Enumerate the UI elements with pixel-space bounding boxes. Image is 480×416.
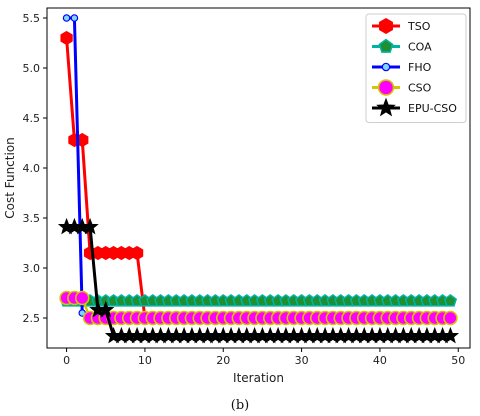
data-point-cso [443, 310, 458, 326]
legend-entry-coa: COA [372, 38, 432, 54]
legend-label-epu-cso: EPU-CSO [408, 102, 457, 115]
data-point-epu-cso [81, 217, 99, 235]
cost-function-chart: 0 10 20 30 40 50 2.5 3.0 3.5 4.0 4.5 5.0 5.5 Iteratio… [3, 7, 471, 385]
y-tick-label: 4.0 [23, 162, 41, 175]
data-point-cso [74, 290, 90, 306]
legend-entry-fho: FHO [372, 61, 432, 74]
series-epu-cso [57, 217, 460, 344]
x-tick-label: 40 [373, 354, 387, 367]
legend-box [365, 13, 467, 123]
y-tick-label: 5.0 [23, 62, 41, 75]
data-point-tso [130, 245, 144, 261]
legend-entry-tso: TSO [372, 17, 431, 35]
series-coa [59, 294, 458, 307]
data-point-epu-cso [441, 326, 460, 344]
x-tick-label: 0 [63, 354, 70, 367]
x-tick-label: 30 [295, 354, 309, 367]
legend-entry-cso: CSO [372, 79, 432, 96]
y-tick-label: 3.0 [23, 262, 41, 275]
axes: 0 10 20 30 40 50 2.5 3.0 3.5 4.0 4.5 5.0 5.5 Iteratio… [3, 7, 471, 385]
legend: TSO COA FHO CSO EPU-CSO [365, 13, 467, 123]
plot-area [57, 14, 460, 344]
data-point-epu-cso [97, 300, 115, 318]
figure-caption: (b) [230, 398, 250, 413]
data-point-tso [60, 30, 73, 46]
legend-label-coa: COA [408, 41, 432, 54]
y-tick-label: 4.5 [23, 112, 41, 125]
legend-marker-fho [381, 62, 391, 72]
y-tick-label: 2.5 [23, 312, 41, 325]
data-point-fho [62, 14, 71, 22]
y-axis-title: Cost Function [3, 137, 17, 219]
legend-marker-epu-cso [376, 97, 396, 117]
data-point-fho [70, 14, 79, 22]
plot-frame [46, 7, 471, 349]
y-tick-label: 5.5 [23, 12, 41, 25]
legend-entry-epu-cso: EPU-CSO [372, 97, 457, 117]
x-tick-label: 10 [138, 354, 152, 367]
data-point-coa [443, 294, 458, 307]
x-axis-title: Iteration [233, 371, 284, 385]
x-tick-label: 50 [451, 354, 465, 367]
legend-marker-cso [377, 79, 395, 96]
x-tick-label: 20 [216, 354, 230, 367]
legend-marker-tso [379, 17, 393, 35]
y-tick-label: 3.5 [23, 212, 41, 225]
legend-label-fho: FHO [408, 61, 432, 74]
legend-label-tso: TSO [407, 20, 431, 33]
legend-marker-coa [378, 38, 394, 53]
legend-label-cso: CSO [408, 82, 432, 95]
